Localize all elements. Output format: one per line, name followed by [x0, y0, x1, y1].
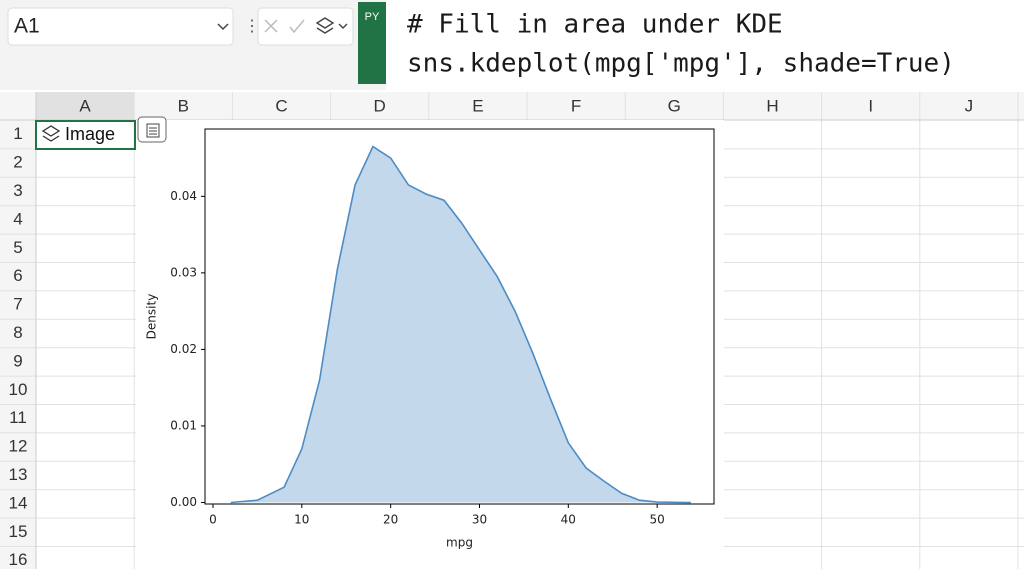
- image-icon: [41, 125, 61, 142]
- row-header: 7: [13, 295, 22, 314]
- row-header: 9: [13, 351, 22, 370]
- x-tick-label: 20: [383, 513, 398, 527]
- active-column-header: [36, 92, 135, 120]
- column-header: B: [178, 96, 189, 115]
- y-tick-label: 0.04: [170, 189, 197, 203]
- kde-line: [230, 145, 691, 504]
- column-header: I: [868, 96, 873, 115]
- row-header: 10: [9, 380, 28, 399]
- dropdown-icon[interactable]: [217, 23, 229, 31]
- row-header: 1: [13, 124, 22, 143]
- area-fill: [230, 146, 691, 503]
- cancel-icon[interactable]: [264, 19, 278, 33]
- row-header: 11: [9, 408, 27, 427]
- selected-cell[interactable]: [35, 120, 136, 150]
- formula-buttons: [257, 7, 354, 46]
- y-tick-label: 0.02: [170, 342, 197, 356]
- row-header: 16: [9, 550, 28, 569]
- name-box[interactable]: [7, 7, 234, 46]
- column-header: C: [275, 96, 287, 115]
- insert-data-icon: [146, 123, 160, 138]
- formula-bar[interactable]: [386, 0, 1024, 90]
- row-header: 12: [9, 437, 28, 456]
- row-header: 6: [13, 266, 22, 285]
- plot-frame: [204, 128, 715, 505]
- name-box-text: A1: [14, 15, 40, 38]
- row-header: 4: [13, 209, 22, 228]
- python-badge-text: PY: [365, 11, 380, 23]
- column-header: E: [472, 96, 483, 115]
- column-header: G: [668, 96, 681, 115]
- row-header-bar: [0, 120, 36, 569]
- column-header-bar: [0, 92, 1024, 120]
- cell-text: Image: [65, 124, 115, 144]
- row-header: 15: [9, 522, 28, 541]
- insert-data-button[interactable]: [137, 116, 167, 143]
- y-tick-label: 0.01: [170, 418, 197, 432]
- y-tick-label: 0.03: [170, 265, 197, 279]
- row-header: 14: [9, 493, 28, 512]
- output-dropdown[interactable]: [338, 23, 348, 29]
- x-tick-label: 0: [209, 513, 217, 527]
- row-header: 8: [13, 323, 22, 342]
- x-tick-label: 10: [294, 513, 309, 527]
- python-badge: [358, 2, 386, 84]
- row-header: 5: [13, 238, 22, 257]
- x-tick-label: 50: [650, 513, 665, 527]
- column-header: J: [965, 96, 974, 115]
- y-tick-label: 0.00: [170, 495, 197, 509]
- enter-icon[interactable]: [289, 19, 305, 34]
- formula-line: # Fill in area under KDE: [407, 10, 783, 40]
- row-header: 2: [13, 153, 22, 172]
- column-header: D: [374, 96, 386, 115]
- column-header: H: [766, 96, 778, 115]
- more-icon[interactable]: ⋮: [244, 18, 260, 35]
- x-tick-label: 30: [472, 513, 487, 527]
- row-header: 13: [9, 465, 28, 484]
- x-tick-label: 40: [561, 513, 576, 527]
- formula-line: sns.kdeplot(mpg['mpg'], shade=True): [407, 49, 955, 79]
- x-axis-label: mpg: [446, 536, 473, 550]
- column-header: A: [79, 96, 91, 115]
- row-header: 3: [13, 181, 22, 200]
- y-axis-label: Density: [145, 294, 159, 340]
- python-output-icon[interactable]: [315, 17, 335, 34]
- column-header: F: [571, 96, 581, 115]
